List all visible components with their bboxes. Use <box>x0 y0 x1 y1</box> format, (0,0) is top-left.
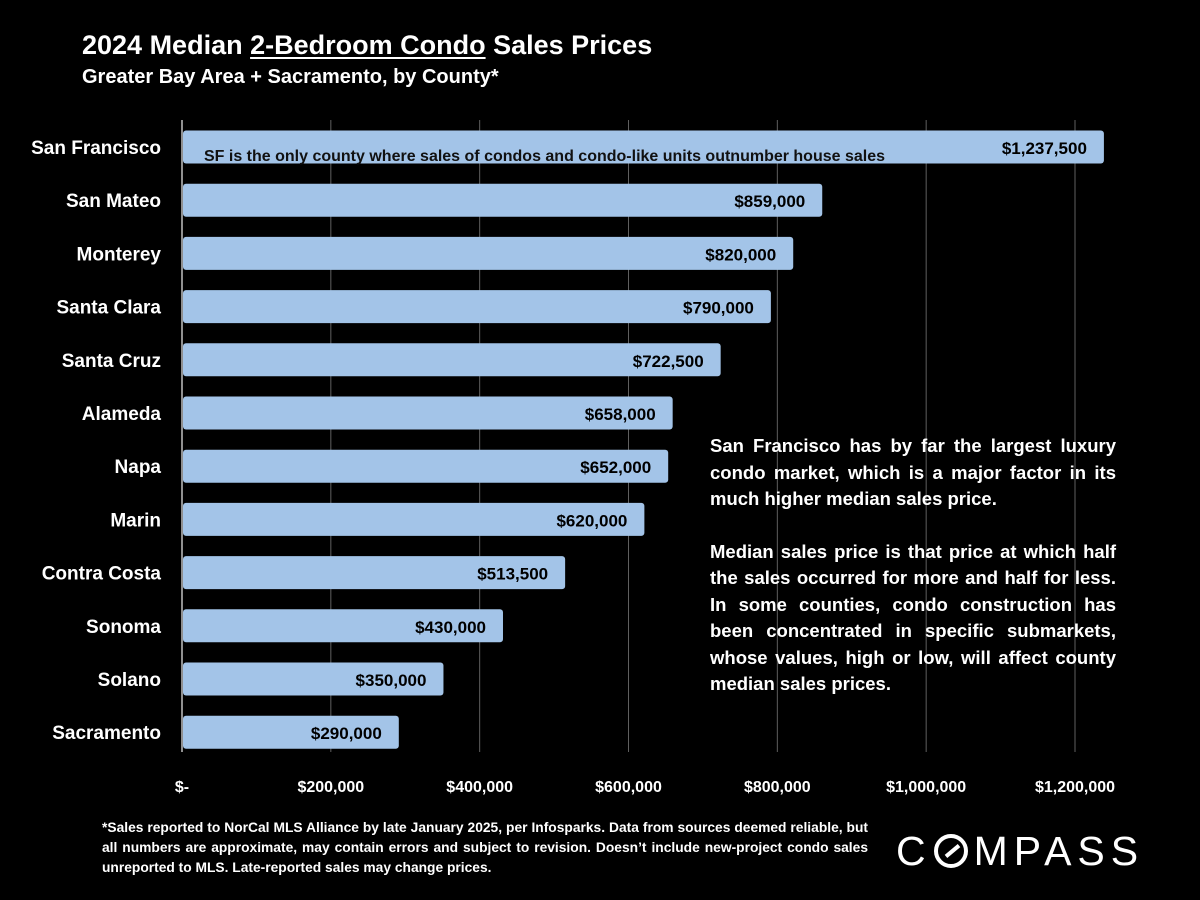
value-label: $620,000 <box>556 511 627 530</box>
x-tick-label: $600,000 <box>595 779 662 796</box>
bar <box>183 236 794 270</box>
value-label: $513,500 <box>477 565 548 584</box>
value-labels: $1,237,500 $859,000 $820,000 $790,000 $722,5… <box>311 139 1087 743</box>
side-note-paragraph-1: San Francisco has by far the largest lux… <box>710 435 1116 509</box>
x-tick-label: $1,200,000 <box>1035 779 1115 796</box>
footnote: *Sales reported to NorCal MLS Alliance b… <box>102 820 868 875</box>
side-note: San Francisco has by far the largest lux… <box>710 433 1116 698</box>
value-label: $1,237,500 <box>1002 139 1087 158</box>
category-label: Napa <box>115 457 162 478</box>
x-tick-label: $- <box>175 779 189 796</box>
bar <box>183 609 503 643</box>
category-label: Santa Cruz <box>62 351 161 372</box>
value-label: $290,000 <box>311 724 382 743</box>
value-label: $350,000 <box>356 671 427 690</box>
x-axis-ticks: $- $200,000 $400,000 $600,000 $800,000 $1,000… <box>175 779 1115 796</box>
side-note-paragraph-2: Median sales price is that price at whic… <box>710 540 1116 695</box>
bar <box>183 449 669 483</box>
x-tick-label: $400,000 <box>446 779 513 796</box>
x-tick-label: $200,000 <box>297 779 364 796</box>
chart-subtitle: Greater Bay Area + Sacramento, by County… <box>82 66 499 88</box>
bar <box>183 502 645 536</box>
bar-annotation-layer: SF is the only county where sales of con… <box>204 148 885 165</box>
bar <box>183 290 771 324</box>
x-tick-label: $800,000 <box>744 779 811 796</box>
value-label: $652,000 <box>580 458 651 477</box>
value-label: $859,000 <box>734 192 805 211</box>
value-label: $820,000 <box>705 245 776 264</box>
x-tick-label: $1,000,000 <box>886 779 966 796</box>
category-label: Sonoma <box>86 617 161 638</box>
bar <box>183 715 399 749</box>
bar <box>183 343 721 377</box>
title-suffix: Sales Prices <box>485 30 653 60</box>
value-label: $658,000 <box>585 405 656 424</box>
category-label: Solano <box>98 670 161 691</box>
category-label: San Mateo <box>66 191 161 212</box>
bar <box>183 130 1104 164</box>
logo-text-end: MPASS <box>973 827 1145 874</box>
bar <box>183 183 823 217</box>
category-label: Marin <box>110 510 161 531</box>
title-underlined: 2-Bedroom Condo <box>250 30 486 60</box>
chart-title: 2024 Median 2-Bedroom Condo Sales Prices <box>82 30 652 61</box>
bar-annotation: SF is the only county where sales of con… <box>204 148 885 165</box>
value-label: $430,000 <box>415 618 486 637</box>
compass-logo: C MPASS <box>896 827 1145 874</box>
category-label: Sacramento <box>52 723 161 744</box>
category-label: Contra Costa <box>42 564 162 585</box>
category-label: Monterey <box>77 244 162 265</box>
value-label: $722,500 <box>633 352 704 371</box>
logo-text-start: C <box>896 827 932 874</box>
category-label: San Francisco <box>31 138 161 159</box>
bar <box>183 396 673 430</box>
gridlines <box>181 120 1076 752</box>
value-label: $790,000 <box>683 299 754 318</box>
logo-o-icon <box>933 834 968 868</box>
bar <box>183 556 566 590</box>
category-label: Alameda <box>82 404 162 425</box>
category-labels: San Francisco San Mateo Monterey Santa Clar… <box>31 138 161 744</box>
bars <box>183 130 1104 749</box>
bar-chart: San Francisco San Mateo Monterey Santa Clar… <box>31 120 1115 796</box>
title-prefix: 2024 Median <box>82 30 251 60</box>
bar <box>183 662 444 696</box>
category-label: Santa Clara <box>56 298 161 319</box>
